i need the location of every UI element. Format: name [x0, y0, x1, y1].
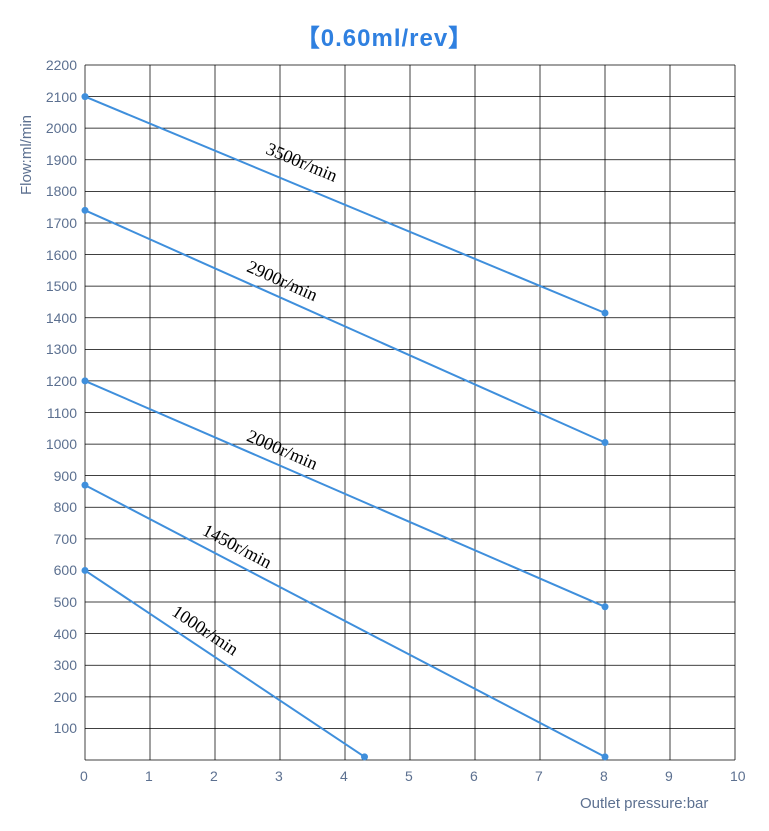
y-tick-label: 1800	[45, 183, 77, 199]
y-tick-label: 2000	[45, 120, 77, 136]
y-tick-label: 700	[53, 531, 77, 547]
x-tick-label: 7	[535, 768, 543, 784]
y-tick-label: 1600	[45, 247, 77, 263]
y-tick-label: 2100	[45, 89, 77, 105]
data-marker	[82, 207, 89, 214]
x-tick-label: 2	[210, 768, 218, 784]
x-tick-label: 6	[470, 768, 478, 784]
y-tick-label: 300	[53, 657, 77, 673]
y-tick-label: 1300	[45, 341, 77, 357]
y-tick-label: 200	[53, 689, 77, 705]
y-tick-label: 1200	[45, 373, 77, 389]
data-marker	[602, 439, 609, 446]
x-tick-label: 9	[665, 768, 673, 784]
x-tick-label: 0	[80, 768, 88, 784]
y-tick-label: 1900	[45, 152, 77, 168]
data-marker	[602, 309, 609, 316]
data-marker	[82, 377, 89, 384]
y-tick-label: 1500	[45, 278, 77, 294]
data-marker	[361, 753, 368, 760]
chart-container: 【0.60ml/rev】 Flow:ml/min Outlet pressure…	[0, 0, 769, 831]
data-marker	[82, 567, 89, 574]
y-tick-label: 1000	[45, 436, 77, 452]
y-tick-label: 1400	[45, 310, 77, 326]
x-tick-label: 4	[340, 768, 348, 784]
data-marker	[82, 93, 89, 100]
data-marker	[602, 753, 609, 760]
y-tick-label: 600	[53, 562, 77, 578]
x-tick-label: 5	[405, 768, 413, 784]
data-marker	[82, 482, 89, 489]
x-tick-label: 10	[730, 768, 746, 784]
y-tick-label: 1700	[45, 215, 77, 231]
y-tick-label: 900	[53, 468, 77, 484]
x-tick-label: 8	[600, 768, 608, 784]
data-marker	[602, 603, 609, 610]
y-tick-label: 100	[53, 720, 77, 736]
x-tick-label: 1	[145, 768, 153, 784]
plot-svg: 3500r/min2900r/min2000r/min1450r/min1000…	[0, 0, 769, 831]
series-line	[85, 570, 365, 756]
series-label: 3500r/min	[263, 138, 340, 185]
x-tick-label: 3	[275, 768, 283, 784]
y-tick-label: 800	[53, 499, 77, 515]
y-tick-label: 400	[53, 626, 77, 642]
y-tick-label: 1100	[45, 405, 77, 421]
y-tick-label: 500	[53, 594, 77, 610]
y-tick-label: 2200	[45, 57, 77, 73]
